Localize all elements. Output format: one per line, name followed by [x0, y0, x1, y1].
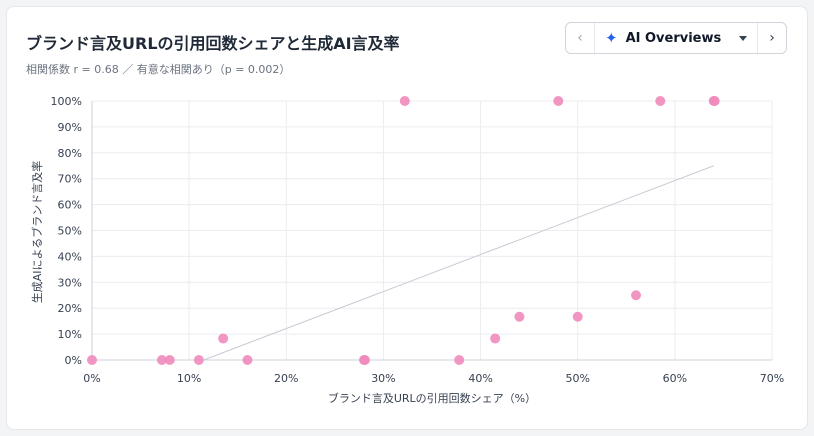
data-point: [359, 355, 370, 365]
x-tick-label: 60%: [663, 372, 687, 385]
data-point: [156, 355, 167, 365]
data-point: [193, 355, 204, 365]
x-tick-label: 30%: [371, 372, 395, 385]
data-point: [87, 355, 97, 365]
x-tick-label: 10%: [177, 372, 201, 385]
platform-selector[interactable]: ‹ ✦ AI Overviews ›: [565, 22, 787, 54]
sparkle-icon: ✦: [605, 29, 618, 47]
chart-subtitle: 相関係数 r = 0.68 ／ 有意な相関あり（p = 0.002）: [26, 63, 291, 76]
chevron-left-icon: ‹: [577, 30, 583, 46]
data-point: [164, 355, 175, 365]
y-tick-label: 0%: [65, 354, 82, 367]
chart-title: ブランド言及URLの引用回数シェアと生成AI言及率: [26, 34, 400, 53]
x-tick-label: 40%: [468, 372, 492, 385]
y-tick-label: 90%: [58, 121, 82, 134]
data-point: [514, 311, 525, 322]
next-button[interactable]: ›: [757, 23, 786, 53]
prev-button[interactable]: ‹: [566, 23, 595, 53]
x-tick-label: 50%: [565, 372, 589, 385]
chevron-right-icon: ›: [769, 30, 775, 46]
y-tick-label: 80%: [58, 147, 82, 160]
y-tick-label: 10%: [58, 328, 82, 341]
trend-line: [203, 165, 714, 361]
x-axis-title: ブランド言及URLの引用回数シェア（%）: [327, 392, 537, 405]
y-tick-label: 30%: [58, 276, 82, 289]
data-point: [553, 96, 564, 106]
y-tick-label: 40%: [58, 250, 82, 263]
platform-dropdown[interactable]: ✦ AI Overviews: [595, 23, 757, 53]
data-point: [490, 333, 501, 344]
chart-card: [6, 6, 808, 430]
y-tick-label: 60%: [58, 199, 82, 212]
x-tick-label: 0%: [83, 372, 100, 385]
y-tick-label: 100%: [51, 95, 82, 108]
data-point: [242, 355, 253, 365]
y-tick-label: 50%: [58, 225, 82, 238]
data-point: [454, 355, 465, 365]
data-point: [631, 290, 641, 301]
data-point: [572, 311, 583, 322]
data-point: [399, 96, 410, 106]
data-point: [655, 96, 666, 106]
x-tick-label: 70%: [760, 372, 784, 385]
data-point: [709, 96, 720, 106]
y-axis-title: 生成AIによるブランド言及率: [31, 160, 44, 304]
data-point: [218, 333, 229, 344]
caret-down-icon: [739, 35, 747, 41]
platform-label: AI Overviews: [625, 30, 722, 46]
x-tick-label: 20%: [274, 372, 298, 385]
y-tick-label: 70%: [58, 173, 82, 186]
y-tick-label: 20%: [58, 302, 82, 315]
